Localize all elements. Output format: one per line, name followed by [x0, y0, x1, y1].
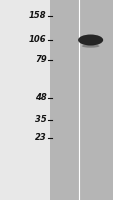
Text: 158: 158	[29, 11, 46, 21]
Ellipse shape	[81, 44, 99, 48]
Text: 23: 23	[35, 134, 46, 142]
Text: 106: 106	[29, 36, 46, 45]
Text: 79: 79	[35, 55, 46, 64]
Text: 48: 48	[35, 94, 46, 102]
Bar	[50, 0, 113, 200]
Ellipse shape	[77, 34, 102, 46]
Text: 35: 35	[35, 116, 46, 124]
Bar	[0, 0, 50, 200]
